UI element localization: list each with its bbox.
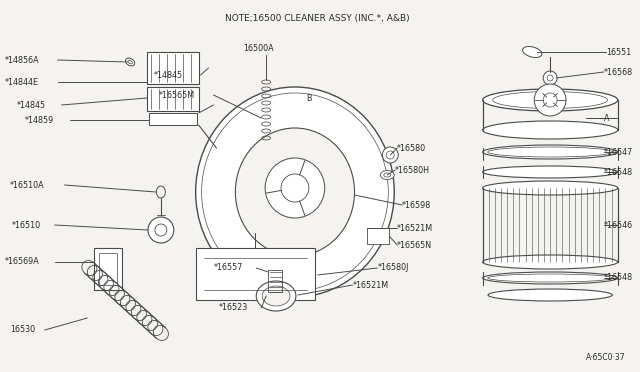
Text: *14844E: *14844E [5, 77, 39, 87]
Circle shape [534, 84, 566, 116]
Text: A·65C0·37: A·65C0·37 [586, 353, 626, 362]
Circle shape [543, 71, 557, 85]
Text: *16547: *16547 [604, 148, 633, 157]
Text: *14859: *14859 [25, 115, 54, 125]
Ellipse shape [483, 255, 618, 269]
Text: *16548: *16548 [604, 273, 633, 282]
Text: *16523: *16523 [218, 304, 248, 312]
Text: *16568: *16568 [604, 67, 633, 77]
Text: *16546: *16546 [604, 221, 633, 230]
Circle shape [543, 93, 557, 107]
Text: A: A [604, 113, 609, 122]
Text: *14845: *14845 [17, 100, 46, 109]
Text: 16500A: 16500A [243, 44, 274, 52]
FancyBboxPatch shape [147, 87, 198, 111]
FancyBboxPatch shape [367, 228, 389, 244]
FancyBboxPatch shape [94, 248, 122, 290]
Circle shape [148, 217, 174, 243]
Circle shape [155, 224, 167, 236]
Ellipse shape [483, 166, 618, 178]
Circle shape [265, 158, 324, 218]
Text: *16565N: *16565N [397, 241, 433, 250]
Ellipse shape [256, 281, 296, 311]
Text: *16510: *16510 [12, 221, 41, 230]
Text: B: B [306, 93, 311, 103]
Text: *16580: *16580 [397, 144, 426, 153]
Ellipse shape [488, 289, 612, 301]
Ellipse shape [483, 121, 618, 139]
Ellipse shape [483, 272, 618, 284]
Text: *16521M: *16521M [397, 224, 433, 232]
Text: *16569A: *16569A [5, 257, 40, 266]
Text: *14856A: *14856A [5, 55, 40, 64]
Circle shape [382, 147, 398, 163]
Ellipse shape [523, 46, 542, 58]
Text: *16565M: *16565M [159, 90, 195, 99]
Text: *16548: *16548 [604, 167, 633, 176]
Text: NOTE;16500 CLEANER ASSY (INC.*, A&B): NOTE;16500 CLEANER ASSY (INC.*, A&B) [225, 13, 410, 22]
Ellipse shape [483, 181, 618, 195]
Ellipse shape [380, 170, 394, 180]
Text: 16551: 16551 [605, 48, 631, 57]
FancyBboxPatch shape [196, 248, 315, 300]
Circle shape [281, 174, 309, 202]
Ellipse shape [483, 145, 618, 159]
Ellipse shape [262, 286, 290, 306]
Text: *16510A: *16510A [10, 180, 45, 189]
Text: *16557: *16557 [214, 263, 243, 273]
Text: *16580J: *16580J [378, 263, 409, 273]
Ellipse shape [493, 92, 607, 109]
Text: *16598: *16598 [402, 201, 431, 209]
Text: *14845: *14845 [154, 71, 183, 80]
Text: *16580H: *16580H [396, 166, 430, 174]
Text: 16530: 16530 [10, 326, 35, 334]
Ellipse shape [236, 128, 355, 256]
Text: *16521M: *16521M [353, 280, 388, 289]
Ellipse shape [196, 87, 394, 297]
FancyBboxPatch shape [147, 52, 198, 84]
FancyBboxPatch shape [149, 113, 196, 125]
Ellipse shape [483, 89, 618, 111]
